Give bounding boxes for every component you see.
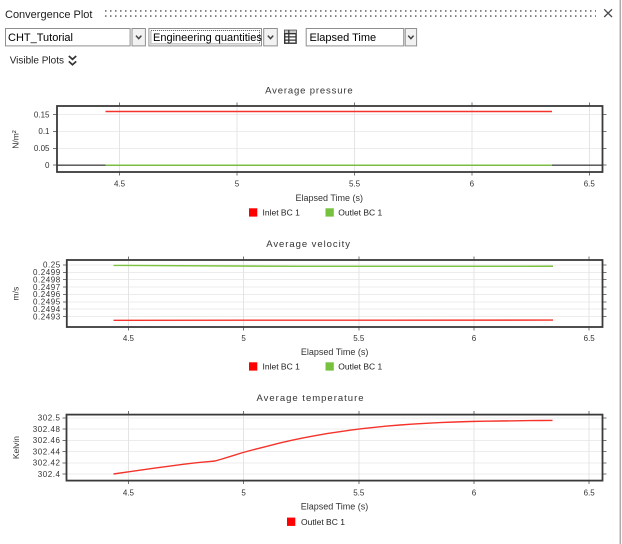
svg-text:6: 6 xyxy=(470,180,475,189)
svg-text:5: 5 xyxy=(235,180,240,189)
svg-text:Outlet BC 1: Outlet BC 1 xyxy=(338,362,382,372)
svg-text:302.48: 302.48 xyxy=(33,425,61,434)
svg-text:302.4: 302.4 xyxy=(38,470,61,479)
svg-text:6: 6 xyxy=(472,334,477,343)
svg-text:m/s: m/s xyxy=(11,287,21,301)
svg-text:5.5: 5.5 xyxy=(353,489,365,498)
svg-text:0.2495: 0.2495 xyxy=(33,298,61,307)
svg-text:0: 0 xyxy=(45,161,50,170)
svg-text:4.5: 4.5 xyxy=(123,489,135,498)
svg-text:Elapsed Time (s): Elapsed Time (s) xyxy=(301,502,369,512)
svg-text:CHT_Tutorial: CHT_Tutorial xyxy=(8,32,73,44)
svg-text:302.44: 302.44 xyxy=(33,447,61,456)
svg-text:5.5: 5.5 xyxy=(353,334,365,343)
svg-text:Engineering quantities: Engineering quantities xyxy=(153,32,262,44)
svg-text:0.2493: 0.2493 xyxy=(33,312,61,321)
svg-text:Elapsed Time (s): Elapsed Time (s) xyxy=(301,347,369,357)
svg-text:Outlet BC 1: Outlet BC 1 xyxy=(301,517,345,527)
svg-text:302.42: 302.42 xyxy=(33,459,61,468)
svg-text:6.5: 6.5 xyxy=(584,180,596,189)
svg-text:Elapsed Time (s): Elapsed Time (s) xyxy=(296,193,364,203)
svg-text:0.2496: 0.2496 xyxy=(33,290,61,299)
svg-text:Elapsed Time: Elapsed Time xyxy=(310,32,377,44)
svg-text:N/m²: N/m² xyxy=(11,130,21,149)
svg-text:0.05: 0.05 xyxy=(34,144,50,153)
svg-text:0.2498: 0.2498 xyxy=(33,276,61,285)
svg-text:0.2499: 0.2499 xyxy=(33,268,61,277)
svg-text:302.5: 302.5 xyxy=(38,414,61,423)
svg-text:302.46: 302.46 xyxy=(33,436,61,445)
svg-text:Kelvin: Kelvin xyxy=(11,436,21,459)
svg-text:Outlet BC 1: Outlet BC 1 xyxy=(338,208,382,218)
svg-text:0.25: 0.25 xyxy=(43,261,61,270)
svg-text:Convergence Plot: Convergence Plot xyxy=(5,9,92,21)
svg-text:0.2494: 0.2494 xyxy=(33,305,61,314)
svg-text:Inlet BC 1: Inlet BC 1 xyxy=(263,208,301,218)
svg-text:4.5: 4.5 xyxy=(114,180,126,189)
svg-text:Average velocity: Average velocity xyxy=(266,239,351,250)
svg-text:0.15: 0.15 xyxy=(34,110,50,119)
svg-text:4.5: 4.5 xyxy=(123,334,135,343)
svg-text:0.1: 0.1 xyxy=(38,127,50,136)
svg-text:6.5: 6.5 xyxy=(584,334,596,343)
svg-text:0.2497: 0.2497 xyxy=(33,283,61,292)
svg-text:6: 6 xyxy=(472,489,477,498)
svg-text:Visible Plots: Visible Plots xyxy=(10,56,64,67)
svg-text:5.5: 5.5 xyxy=(349,180,361,189)
svg-text:Average pressure: Average pressure xyxy=(265,85,353,96)
svg-text:5: 5 xyxy=(241,489,246,498)
svg-text:5: 5 xyxy=(241,334,246,343)
svg-text:Average temperature: Average temperature xyxy=(256,393,364,404)
svg-text:6.5: 6.5 xyxy=(584,489,596,498)
svg-text:Inlet BC 1: Inlet BC 1 xyxy=(263,362,301,372)
